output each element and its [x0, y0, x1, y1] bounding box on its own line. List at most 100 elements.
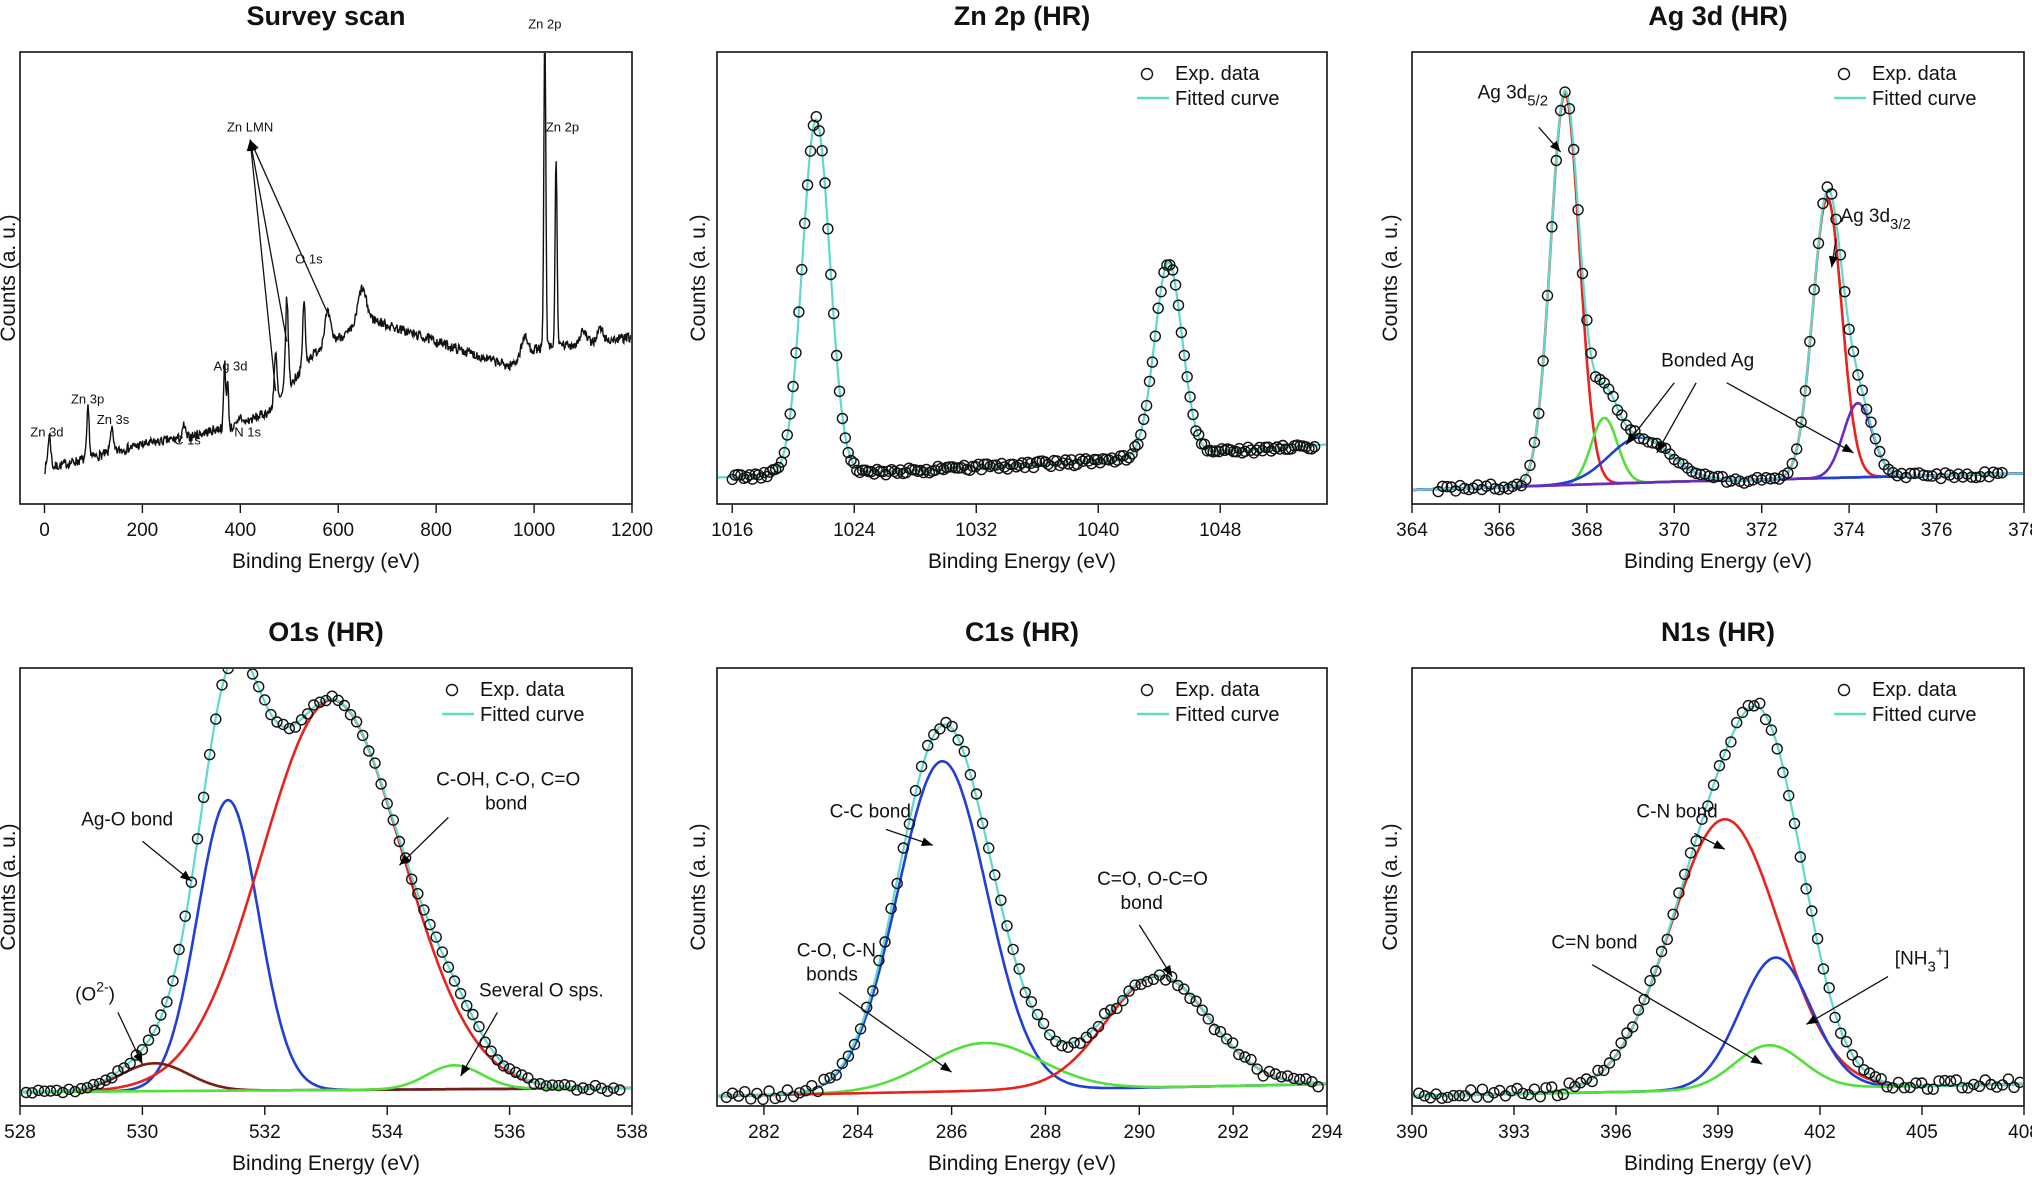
- exp-data-point: [1869, 1071, 1882, 1083]
- y-axis-label: Counts (a. u.): [1379, 823, 1402, 950]
- annotation-label: C-C bond: [830, 801, 911, 822]
- annotation-arrow: [1806, 976, 1889, 1025]
- exp-data-point: [1869, 433, 1882, 445]
- exp-data-point: [38, 1085, 51, 1097]
- exp-data-point: [1748, 700, 1760, 712]
- exp-data-point: [1505, 1085, 1518, 1097]
- legend-fit-label: Fitted curve: [1175, 88, 1279, 110]
- exp-data-point: [1736, 706, 1749, 719]
- exp-data-point: [1294, 1073, 1306, 1086]
- plot-frame: [1411, 51, 2025, 505]
- arrow-head: [1806, 1014, 1819, 1025]
- exp-data-point: [1799, 385, 1812, 397]
- exp-data-point: [1794, 851, 1807, 863]
- exp-data-point: [387, 814, 399, 826]
- exp-data-point: [1839, 286, 1851, 298]
- peak-label: Ag 3d: [214, 358, 248, 373]
- exp-data-point: [1037, 1017, 1050, 1030]
- exp-data-point: [357, 729, 369, 742]
- exp-data-point: [1572, 204, 1584, 216]
- exp-data-point: [1790, 443, 1803, 455]
- exp-data-point: [442, 961, 455, 973]
- exp-data-point: [167, 975, 179, 987]
- exp-data-point: [830, 349, 843, 362]
- exp-data-point: [842, 1050, 855, 1062]
- exp-data-point: [424, 918, 436, 931]
- exp-data-point: [69, 1085, 81, 1098]
- exp-data-point: [1187, 408, 1199, 421]
- x-tick-label: 370: [1658, 520, 1690, 541]
- x-tick-label: 400: [224, 520, 256, 541]
- exp-data-point: [467, 1008, 479, 1021]
- exp-data-point: [989, 869, 1001, 881]
- exp-data-point: [1488, 1086, 1500, 1099]
- component-curve: [21, 698, 631, 1094]
- x-tick-label: 290: [1123, 1122, 1155, 1143]
- exp-data-point: [589, 1079, 601, 1092]
- exp-data-point: [235, 647, 245, 657]
- legend-exp-label: Exp. data: [1872, 679, 1957, 701]
- exp-data-point: [1251, 1063, 1263, 1075]
- exp-data-point: [1996, 467, 2008, 479]
- exp-data-point: [1149, 330, 1162, 342]
- exp-data-point: [1812, 237, 1825, 250]
- exp-data-point: [106, 1072, 118, 1084]
- exp-data-point: [1436, 1092, 1448, 1104]
- annotation-arrow: [249, 139, 288, 342]
- exp-data-point: [1537, 355, 1549, 367]
- y-axis-label: Counts (a. u.): [687, 214, 710, 341]
- peak-label: Zn LMN: [227, 119, 273, 134]
- exp-data-point: [1453, 1089, 1466, 1102]
- exp-data-point: [885, 902, 897, 915]
- exp-data-point: [1074, 1037, 1086, 1049]
- exp-data-point: [1172, 979, 1184, 992]
- exp-data-point: [1166, 264, 1179, 276]
- exp-data-point: [1967, 1078, 1980, 1091]
- exp-data-point: [369, 757, 381, 769]
- x-axis-label: Binding Energy (eV): [928, 1152, 1116, 1175]
- exp-data-point: [828, 307, 840, 320]
- exp-data-point: [1056, 1039, 1068, 1052]
- plot-area: [718, 716, 1326, 1105]
- exp-data-point: [1642, 436, 1654, 448]
- panel-title: Survey scan: [246, 1, 405, 31]
- exp-data-point: [1265, 445, 1277, 457]
- exp-data-point: [406, 873, 418, 885]
- x-tick-label: 0: [39, 520, 50, 541]
- exp-data-point: [399, 852, 412, 864]
- exp-data-point: [793, 1087, 806, 1099]
- exp-data-point: [842, 446, 854, 459]
- arrow-head: [1162, 964, 1173, 977]
- exp-data-point: [1413, 1087, 1425, 1099]
- exp-data-point: [1829, 1011, 1841, 1024]
- exp-data-point: [546, 1079, 559, 1091]
- x-tick-label: 366: [1484, 520, 1516, 541]
- annotation-text: (O: [75, 984, 96, 1005]
- exp-data-point: [1126, 448, 1138, 460]
- exp-data-point: [241, 654, 251, 664]
- exp-data-point: [1644, 975, 1656, 987]
- plot-frame: [19, 667, 633, 1107]
- exp-data-point: [946, 720, 958, 733]
- exp-data-point: [1140, 399, 1153, 412]
- survey-spectrum-line: [43, 53, 631, 475]
- exp-data-point: [1031, 1008, 1044, 1021]
- exp-data-point: [1759, 713, 1772, 726]
- exp-data-point: [1786, 457, 1799, 470]
- exp-data-point: [253, 681, 265, 693]
- exp-data-point: [903, 818, 916, 830]
- exp-data-point: [1754, 697, 1766, 709]
- exp-data-point: [246, 669, 259, 680]
- exp-data-point: [1852, 369, 1864, 381]
- exp-data-point: [1696, 813, 1708, 825]
- annotation-text: C-O, C-N: [797, 941, 876, 962]
- exp-data-point: [1985, 1078, 1997, 1091]
- exp-data-point: [1459, 1090, 1471, 1102]
- exp-data-point: [781, 1084, 794, 1096]
- exp-data-point: [1825, 188, 1838, 200]
- arrow-head: [1828, 255, 1838, 268]
- plot-area: [1413, 86, 2023, 498]
- exp-data-point: [1271, 441, 1283, 453]
- annotation-label: [NH3+]: [1895, 943, 1950, 976]
- x-tick-label: 408: [2008, 1122, 2032, 1143]
